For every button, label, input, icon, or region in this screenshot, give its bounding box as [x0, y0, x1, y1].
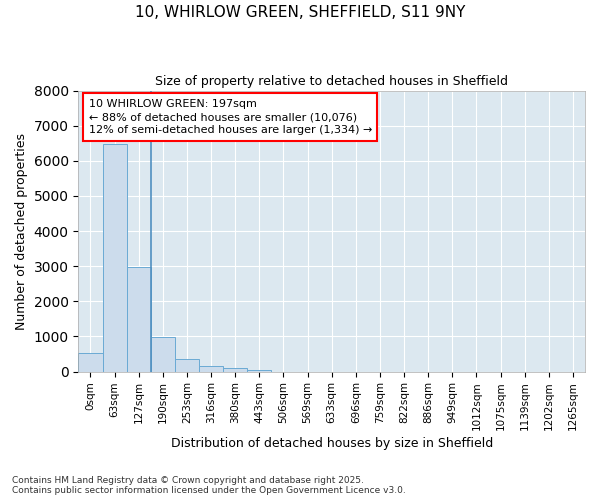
- Text: Contains HM Land Registry data © Crown copyright and database right 2025.
Contai: Contains HM Land Registry data © Crown c…: [12, 476, 406, 495]
- Bar: [223, 368, 247, 372]
- Text: 10 WHIRLOW GREEN: 197sqm
← 88% of detached houses are smaller (10,076)
12% of se: 10 WHIRLOW GREEN: 197sqm ← 88% of detach…: [89, 99, 372, 136]
- X-axis label: Distribution of detached houses by size in Sheffield: Distribution of detached houses by size …: [170, 437, 493, 450]
- Bar: [127, 267, 151, 372]
- Bar: [199, 366, 223, 372]
- Text: 10, WHIRLOW GREEN, SHEFFIELD, S11 9NY: 10, WHIRLOW GREEN, SHEFFIELD, S11 9NY: [135, 5, 465, 20]
- Y-axis label: Number of detached properties: Number of detached properties: [15, 132, 28, 330]
- Title: Size of property relative to detached houses in Sheffield: Size of property relative to detached ho…: [155, 75, 508, 88]
- Bar: [175, 359, 199, 372]
- Bar: [247, 370, 271, 372]
- Bar: [103, 144, 127, 372]
- Bar: [79, 353, 103, 372]
- Bar: [151, 337, 175, 372]
